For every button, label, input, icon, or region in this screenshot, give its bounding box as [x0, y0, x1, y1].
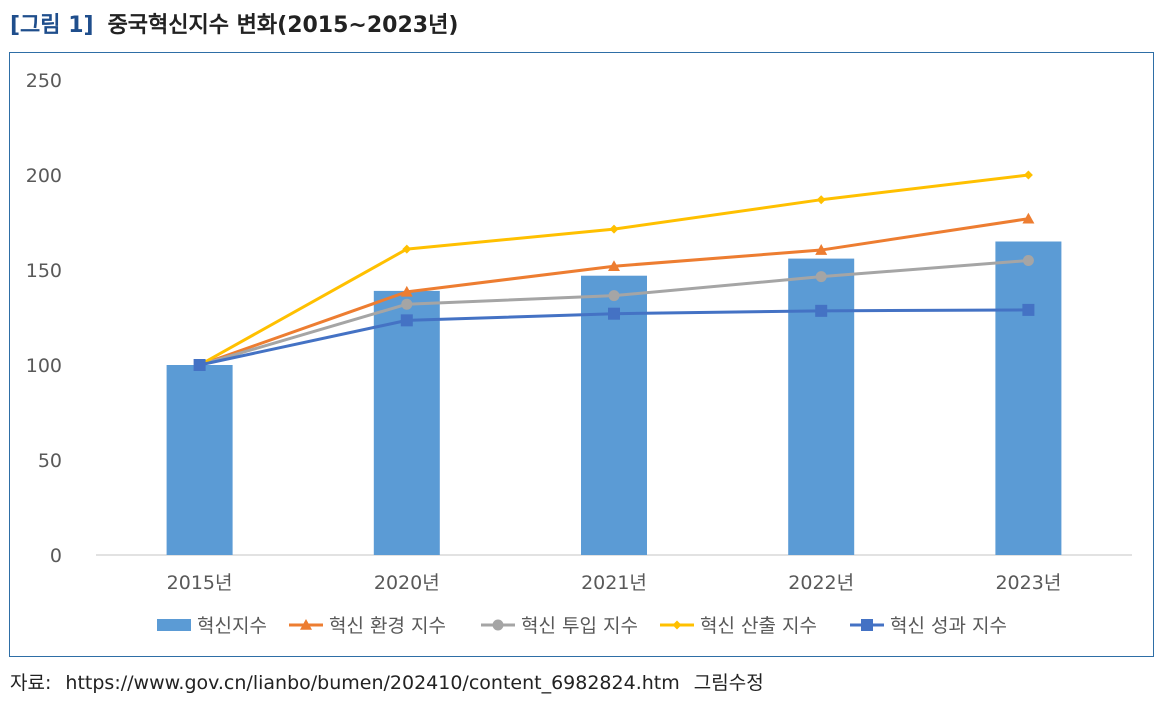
legend-label: 혁신 성과 지수 [890, 615, 1007, 637]
bar [788, 258, 855, 555]
chart-canvas: 0 50 100 150 200 250 2015년 2020년 2021년 2022년 2023년… [26, 70, 1132, 637]
data-point [193, 359, 206, 371]
y-tick-label: 50 [38, 450, 62, 472]
bar [995, 241, 1062, 555]
legend-label: 혁신 투입 지수 [521, 615, 638, 637]
data-point [400, 314, 413, 327]
data-point [1023, 170, 1033, 180]
legend-label: 혁신 환경 지수 [329, 615, 446, 637]
data-point [815, 244, 828, 255]
x-tick-label: 2023년 [995, 572, 1061, 594]
legend-marker [672, 620, 682, 630]
data-point [1022, 212, 1035, 224]
bar [166, 365, 233, 555]
source-prefix: 자료: [10, 672, 52, 694]
source-url[interactable]: https://www.gov.cn/lianbo/bumen/202410/c… [65, 672, 680, 694]
data-point [608, 260, 620, 271]
y-tick-label: 0 [50, 545, 62, 567]
data-point [816, 195, 826, 205]
source-note-text: 그림수정 [693, 672, 764, 694]
chart-frame: 0 50 100 150 200 250 2015년 2020년 2021년 2022년 2023년… [9, 52, 1154, 657]
y-tick-label: 100 [26, 355, 62, 377]
bar [373, 290, 440, 555]
legend-label: 혁신 산출 지수 [700, 615, 817, 637]
y-tick-label: 250 [26, 70, 62, 92]
x-tick-label: 2021년 [581, 572, 647, 594]
data-point [402, 244, 412, 254]
figure-title-text: 중국혁신지수 변화(2015~2023년) [107, 13, 459, 38]
legend-marker [300, 619, 312, 630]
data-point [608, 290, 620, 302]
legend-marker [861, 619, 873, 631]
data-point [1022, 255, 1034, 266]
x-tick-label: 2020년 [374, 572, 440, 594]
data-point [815, 271, 827, 283]
bar [581, 275, 647, 555]
data-point [609, 224, 619, 234]
data-point [608, 307, 620, 320]
source-note: 자료: https://www.gov.cn/lianbo/bumen/2024… [10, 668, 772, 695]
legend-marker [492, 619, 504, 631]
x-tick-label: 2015년 [167, 572, 233, 594]
y-tick-label: 150 [26, 260, 62, 282]
data-point [815, 304, 828, 317]
y-tick-label: 200 [26, 165, 62, 187]
legend-swatch [157, 619, 191, 631]
data-point [401, 298, 413, 310]
figure-title: [그림 1] 중국혁신지수 변화(2015~2023년) [10, 6, 458, 40]
x-tick-label: 2022년 [788, 572, 854, 594]
data-point [1022, 303, 1035, 316]
data-point [400, 285, 413, 297]
figure-label: [그림 1] [10, 13, 94, 38]
legend-label: 혁신지수 [197, 615, 267, 637]
